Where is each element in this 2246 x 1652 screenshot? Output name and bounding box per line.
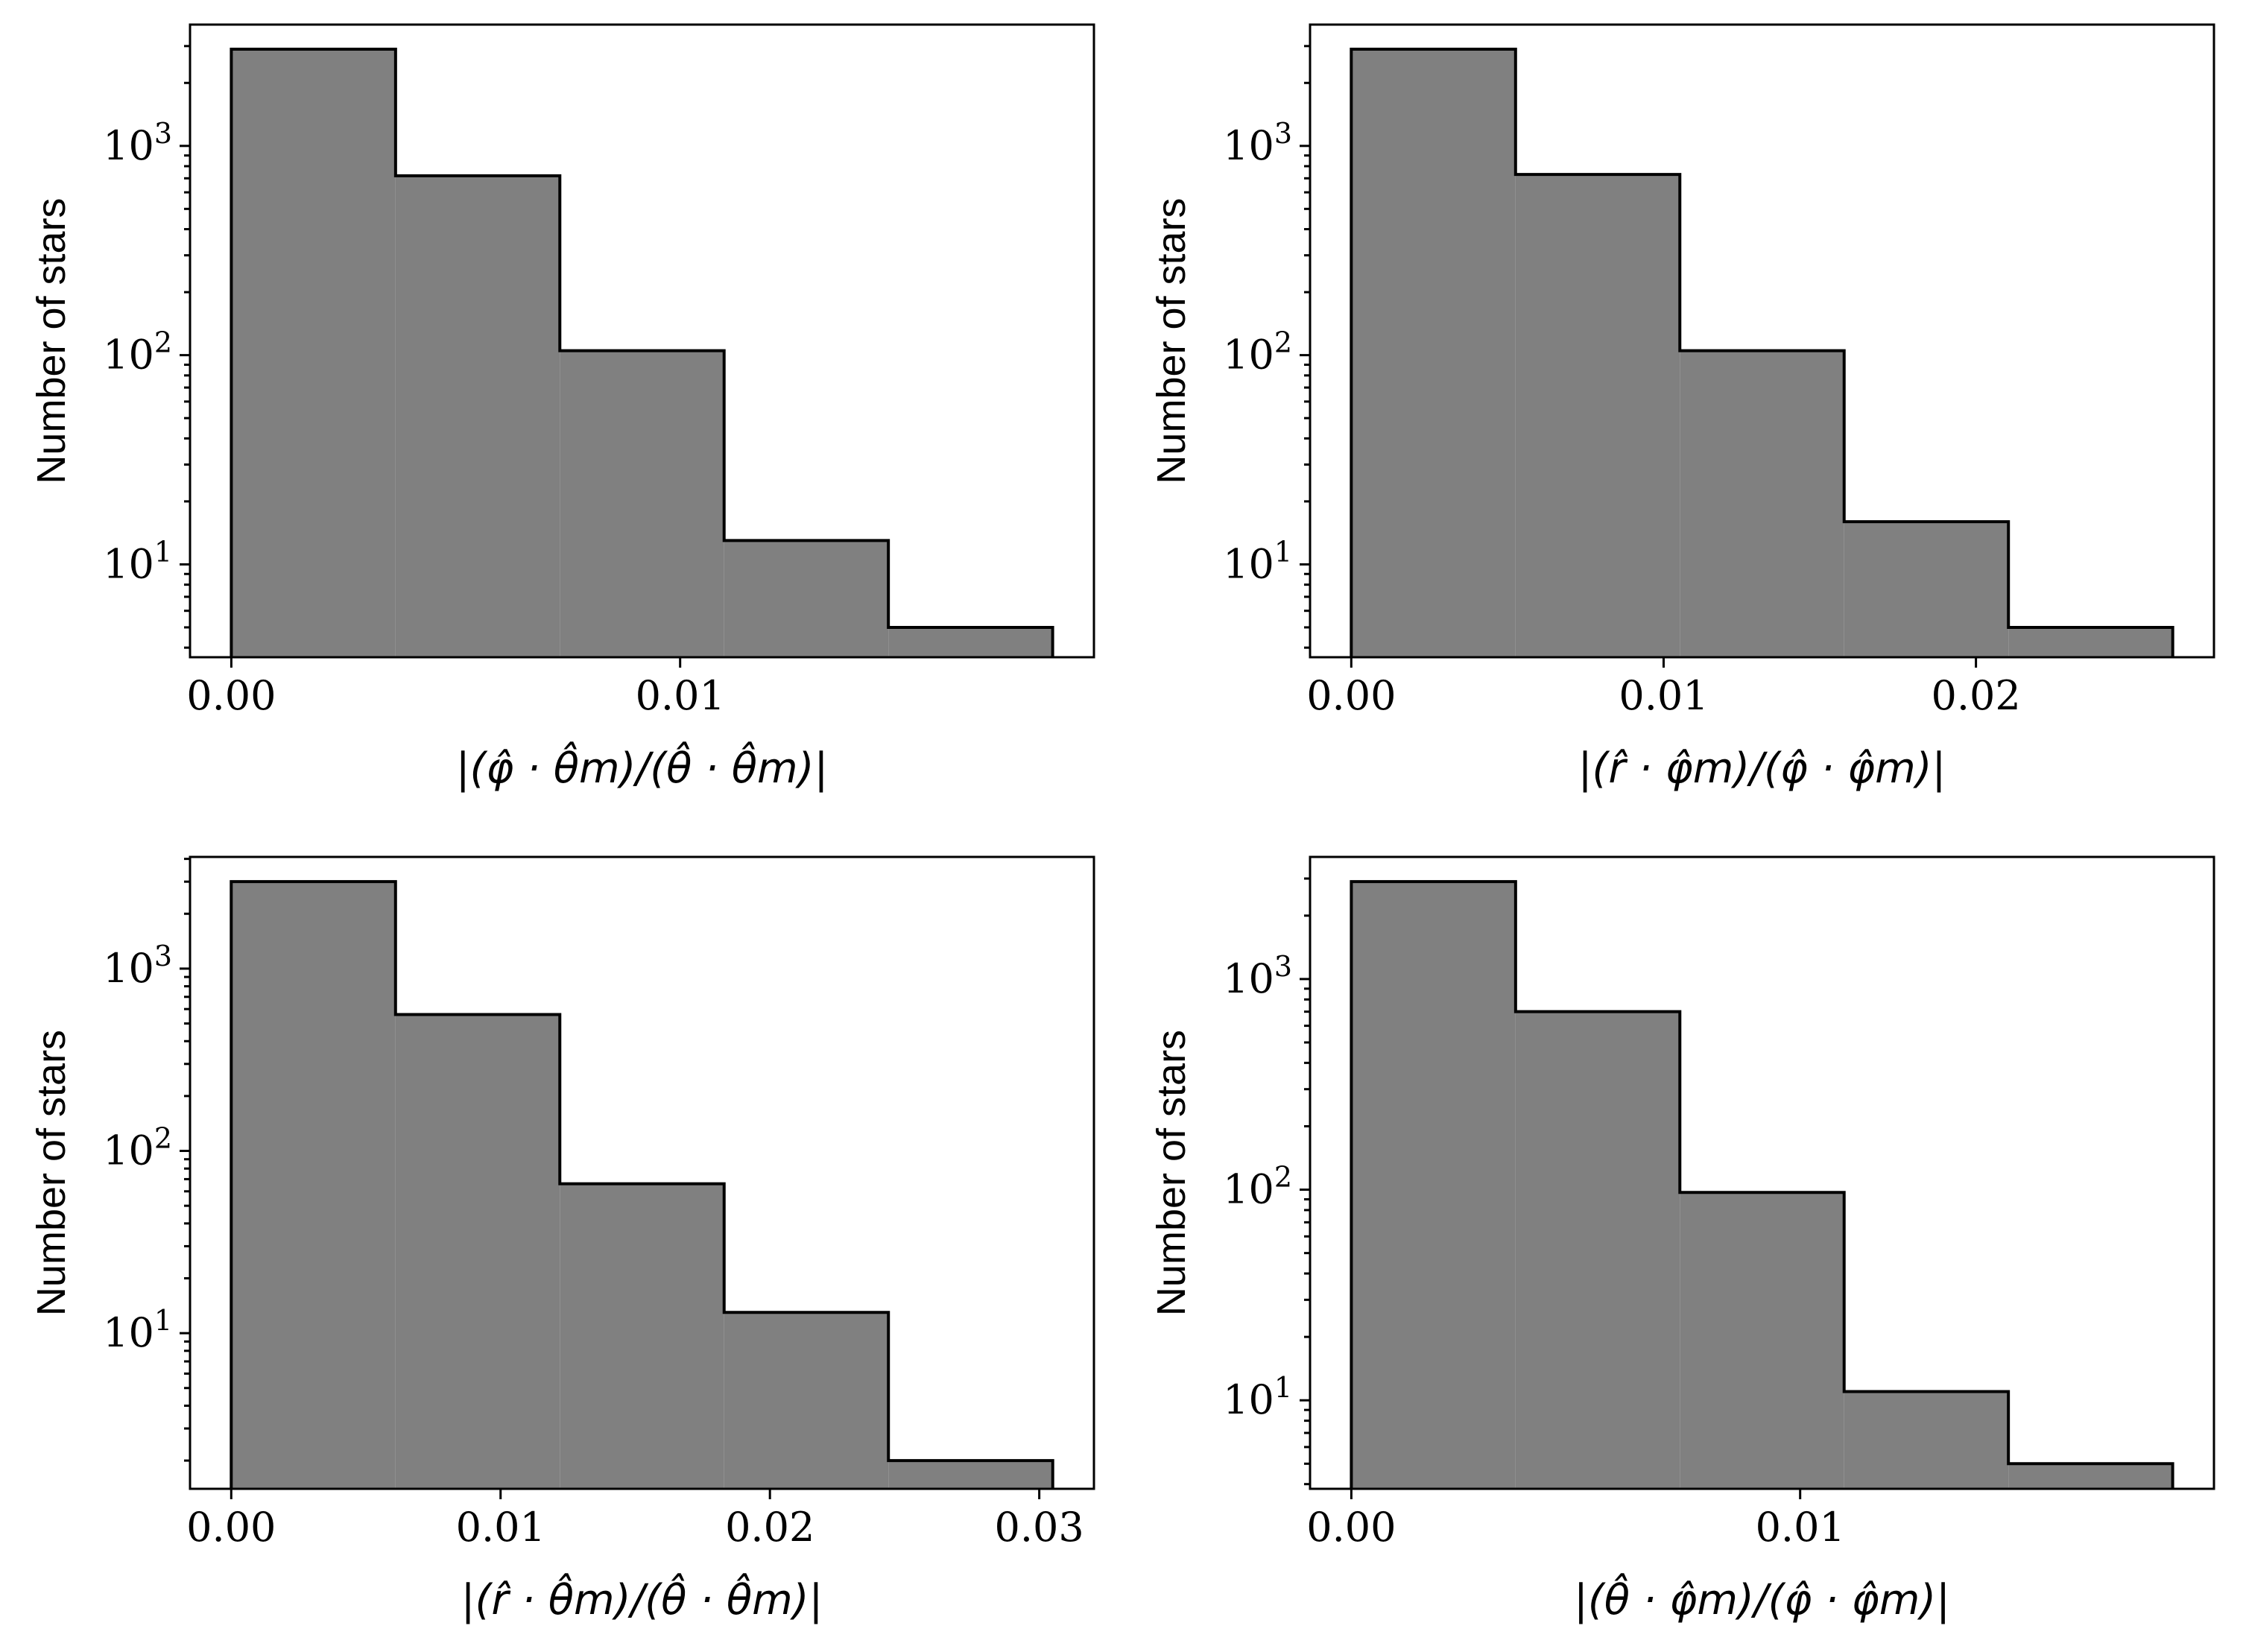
x-tick-label: 0.02 bbox=[725, 1504, 814, 1551]
histogram-bar bbox=[1844, 1391, 2009, 1489]
histogram-step-outline bbox=[1350, 47, 2174, 657]
x-tick-label: 0.01 bbox=[1756, 1504, 1845, 1551]
histogram-bar bbox=[395, 175, 560, 657]
histogram-panel-1: 0.00 0.01 101 102 103 Number of stars |(φ̂ · θ… bbox=[29, 23, 1095, 793]
y-tick-label: 102 bbox=[1223, 1161, 1292, 1213]
x-axis-label: |(θ̂ · φ̂m)/(φ̂ · φ̂m)| bbox=[1574, 1574, 1950, 1624]
histogram-panel-3: 0.00 0.01 0.02 0.03 101 102 103 Number of stars… bbox=[29, 855, 1095, 1624]
histogram-bar bbox=[2008, 627, 2173, 657]
histogram-bar bbox=[395, 1014, 560, 1489]
histogram-panel-2: 0.00 0.01 0.02 101 102 103 Number of stars |(r̂… bbox=[1149, 23, 2215, 793]
x-axis-label: |(r̂ · θ̂m)/(θ̂ · θ̂m)| bbox=[461, 1574, 823, 1624]
x-axis-label: |(φ̂ · θ̂m)/(θ̂ · θ̂m)| bbox=[456, 742, 829, 793]
histogram-bar bbox=[231, 48, 396, 657]
y-axis-label: Number of stars bbox=[1149, 197, 1194, 484]
x-tick-label: 0.00 bbox=[186, 1504, 276, 1551]
histogram-bar bbox=[560, 350, 724, 657]
x-tick-label: 0.00 bbox=[1306, 672, 1396, 719]
plot-frame bbox=[1309, 855, 2215, 1490]
x-axis-label: |(r̂ · φ̂m)/(φ̂ · φ̂m)| bbox=[1578, 744, 1946, 793]
y-tick-label: 102 bbox=[1223, 326, 1292, 379]
y-tick-label: 101 bbox=[1223, 535, 1292, 587]
y-tick-label: 103 bbox=[1223, 117, 1292, 169]
histogram-step-outline bbox=[230, 880, 1054, 1489]
histogram-bar bbox=[1351, 882, 1516, 1489]
histogram-bar bbox=[724, 1312, 889, 1489]
x-tick-label: 0.01 bbox=[456, 1504, 545, 1551]
plot-frame bbox=[1309, 23, 2215, 659]
histogram-bar bbox=[231, 882, 396, 1489]
histogram-bar bbox=[888, 1460, 1053, 1489]
y-axis-label: Number of stars bbox=[29, 1030, 74, 1316]
histogram-bar bbox=[2008, 1463, 2173, 1489]
x-tick-label: 0.01 bbox=[1619, 672, 1708, 719]
plot-frame bbox=[189, 855, 1095, 1490]
x-tick-label: 0.01 bbox=[636, 672, 725, 719]
x-tick-label: 0.00 bbox=[1306, 1504, 1396, 1551]
histogram-bar bbox=[1515, 1011, 1680, 1489]
histogram-step-outline bbox=[1350, 880, 2174, 1489]
x-tick-label: 0.02 bbox=[1931, 672, 2020, 719]
plot-frame bbox=[189, 23, 1095, 659]
y-axis-label: Number of stars bbox=[1149, 1030, 1194, 1316]
histogram-bar bbox=[560, 1183, 724, 1489]
y-axis-label: Number of stars bbox=[29, 197, 74, 484]
x-tick-label: 0.03 bbox=[995, 1504, 1084, 1551]
y-tick-label: 103 bbox=[103, 940, 172, 992]
histogram-bar bbox=[1351, 48, 1516, 657]
histogram-bar bbox=[1680, 350, 1844, 657]
histogram-bar bbox=[1680, 1192, 1844, 1489]
histogram-bar bbox=[1844, 522, 2009, 657]
histogram-bar bbox=[1515, 174, 1680, 657]
y-tick-label: 101 bbox=[1223, 1371, 1292, 1423]
y-tick-label: 101 bbox=[103, 535, 172, 587]
y-tick-label: 103 bbox=[103, 117, 172, 169]
histogram-bar bbox=[724, 540, 889, 657]
histogram-bar bbox=[888, 627, 1053, 657]
histogram-step-outline bbox=[230, 47, 1054, 657]
histogram-panel-4: 0.00 0.01 101 102 103 Number of stars |(θ̂ · φ… bbox=[1149, 855, 2215, 1624]
y-tick-label: 101 bbox=[103, 1304, 172, 1356]
y-tick-label: 103 bbox=[1223, 950, 1292, 1002]
x-tick-label: 0.00 bbox=[186, 672, 276, 719]
y-tick-label: 102 bbox=[103, 326, 172, 379]
y-tick-label: 102 bbox=[103, 1122, 172, 1174]
